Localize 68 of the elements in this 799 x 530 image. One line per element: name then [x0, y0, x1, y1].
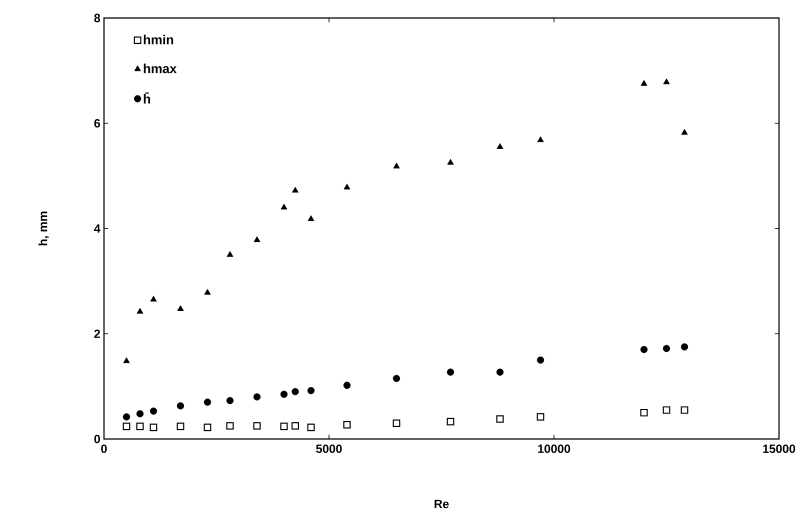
- legend-label: hmin: [144, 34, 174, 44]
- point: [662, 344, 670, 352]
- point: [292, 186, 299, 193]
- x-tick-label: 0: [101, 444, 107, 453]
- point: [640, 408, 648, 416]
- point: [122, 413, 130, 420]
- point: [122, 422, 130, 430]
- point: [204, 424, 212, 432]
- point: [226, 251, 234, 257]
- point: [150, 408, 158, 415]
- y-tick-label: 4: [94, 224, 100, 233]
- point: [123, 357, 130, 364]
- point: [253, 422, 261, 430]
- point: [343, 382, 351, 389]
- point: [344, 184, 350, 190]
- point: [307, 424, 315, 432]
- point: [204, 288, 211, 295]
- y-tick-label: 8: [94, 14, 100, 22]
- point: [136, 410, 144, 418]
- point: [496, 368, 504, 376]
- point: [640, 346, 648, 354]
- point: [280, 422, 288, 430]
- point: [150, 296, 157, 302]
- point: [681, 128, 688, 135]
- point: [292, 388, 299, 396]
- point: [292, 422, 299, 430]
- point: [536, 413, 544, 421]
- point: [393, 162, 400, 168]
- y-tick-label: 2: [94, 330, 100, 338]
- y-tick-label: 6: [94, 119, 100, 128]
- point: [446, 418, 454, 426]
- point: [680, 343, 688, 350]
- point: [150, 424, 158, 432]
- point: [640, 80, 648, 86]
- point: [662, 406, 670, 414]
- point: [307, 386, 315, 394]
- x-tick-label: 10000: [538, 444, 570, 453]
- y-axis-title: h, mm: [38, 212, 49, 246]
- point: [226, 422, 234, 430]
- point: [447, 158, 454, 165]
- point: [136, 308, 144, 314]
- point: [204, 398, 212, 406]
- point: [536, 356, 544, 364]
- point: [663, 78, 670, 84]
- point: [280, 390, 288, 398]
- point: [343, 421, 351, 429]
- point: [308, 215, 314, 222]
- x-tick-label: 15000: [763, 444, 796, 453]
- x-axis-title: Re: [434, 500, 449, 508]
- legend-label: hmax: [144, 64, 177, 74]
- point: [280, 204, 288, 210]
- point: [392, 419, 400, 427]
- point: [177, 305, 184, 312]
- point: [226, 396, 234, 404]
- point: [392, 374, 400, 382]
- point: [680, 406, 688, 414]
- point: [496, 143, 504, 149]
- point: [254, 236, 260, 242]
- point: [176, 422, 184, 430]
- point: [136, 422, 144, 430]
- y-tick-label: 0: [94, 434, 100, 444]
- point: [176, 402, 184, 410]
- point: [446, 368, 454, 376]
- x-tick-label: 5000: [316, 444, 342, 453]
- legend-label: h̄: [144, 92, 150, 104]
- point: [253, 393, 261, 400]
- point: [496, 415, 504, 423]
- point: [537, 136, 544, 142]
